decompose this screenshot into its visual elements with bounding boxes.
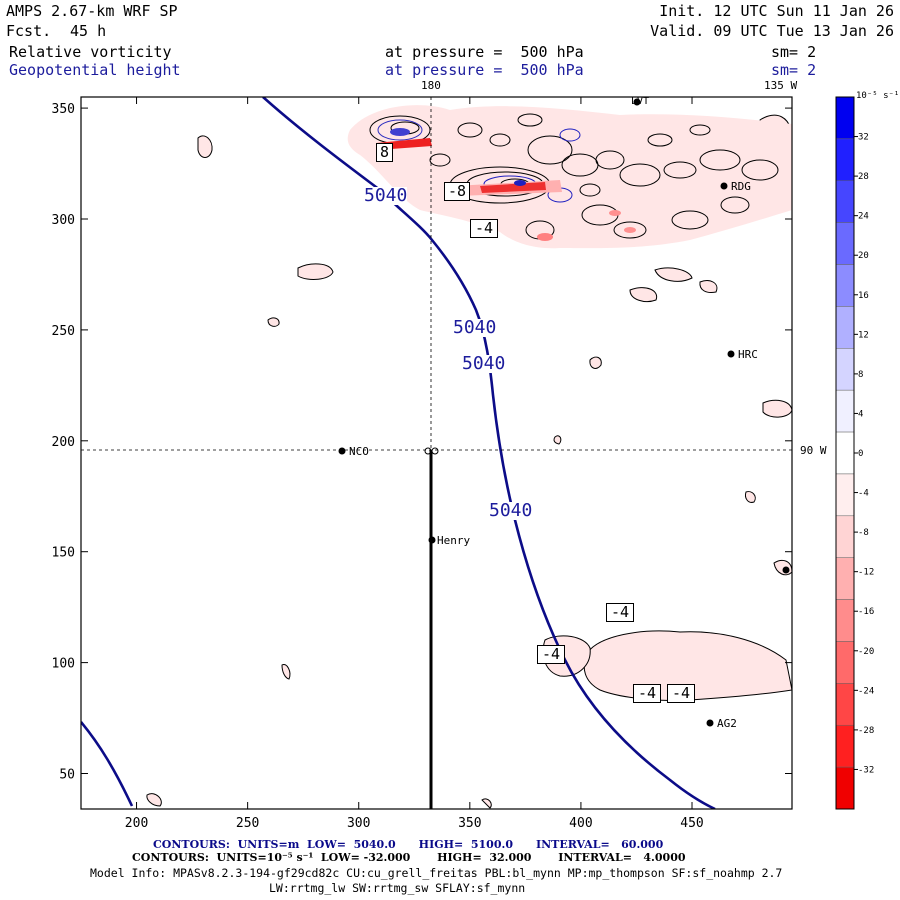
- meridian-label-90w: 90 W: [800, 444, 827, 457]
- init-time: Init. 12 UTC Sun 11 Jan 26: [659, 2, 894, 20]
- colorbar-unit: 10⁻⁵ s⁻¹: [856, 91, 900, 101]
- vorticity-label: 8: [376, 143, 394, 162]
- model-title: AMPS 2.67-km WRF SP: [6, 2, 178, 20]
- colorbar-tick-label: -4: [858, 489, 869, 499]
- forecast-label: Fcst.: [6, 22, 52, 40]
- station-label-lvt: LVT: [631, 96, 650, 107]
- colorbar-swatch: [835, 557, 855, 600]
- footer-height-contours-label: CONTOURS:: [153, 838, 230, 851]
- x-tick-label: 450: [680, 816, 703, 831]
- vorticity-label: -4: [537, 645, 566, 664]
- height-label-5040: 5040: [364, 185, 408, 206]
- colorbar-swatch: [835, 515, 855, 558]
- footer-vorticity-contours: CONTOURS: UNITS=10⁻⁵ s⁻¹ LOW= -32.000 HI…: [132, 851, 686, 864]
- y-tick-label: 350: [52, 102, 75, 117]
- footer-model-info: Model Info: MPASv8.2.3-194-gf29cd82c CU:…: [90, 866, 783, 880]
- height-label-5040: 5040: [489, 500, 533, 521]
- x-tick-label: 350: [458, 816, 481, 831]
- colorbar-swatch: [835, 683, 855, 726]
- colorbar-tick-label: -28: [858, 726, 874, 736]
- y-tick-label: 300: [52, 213, 75, 228]
- field2-name: Geopotential height: [9, 61, 181, 79]
- colorbar-swatch: [835, 306, 855, 349]
- colorbar-swatch: [835, 138, 855, 182]
- colorbar-swatch: [835, 389, 855, 433]
- y-tick-label: 200: [52, 435, 75, 450]
- colorbar-tick-label: -12: [858, 568, 874, 578]
- station-label-rdg: RDG: [731, 180, 751, 193]
- colorbar-swatch: [835, 641, 855, 684]
- colorbar-tick-label: 12: [858, 330, 869, 340]
- vorticity-label: -4: [667, 684, 696, 703]
- field1-smoothing: sm= 2: [771, 43, 817, 61]
- x-tick-label: 200: [125, 816, 148, 831]
- colorbar-swatch: [835, 724, 855, 768]
- station-label-hrc: HRC: [738, 348, 758, 361]
- y-tick-label: 50: [59, 768, 75, 783]
- cross-section-marker: [431, 447, 439, 455]
- y-tick-label: 100: [52, 657, 75, 672]
- field2-pressure: at pressure = 500 hPa: [385, 61, 584, 79]
- colorbar-tick-label: 8: [858, 370, 863, 380]
- valid-time: Valid. 09 UTC Tue 13 Jan 26: [650, 22, 894, 40]
- meridian-label-135w: 135 W: [764, 79, 798, 92]
- colorbar-swatch: [835, 599, 855, 642]
- colorbar-swatch: [835, 766, 855, 810]
- footer-height-units: UNITS=m: [237, 838, 300, 851]
- plot-frame: [80, 96, 793, 810]
- colorbar-tick-label: -32: [858, 765, 874, 775]
- colorbar-tick-label: 24: [858, 212, 869, 222]
- colorbar-tick-label: -8: [858, 528, 869, 538]
- colorbar-swatch: [835, 431, 855, 475]
- field1-name: Relative vorticity: [9, 43, 172, 61]
- vorticity-label: -8: [444, 182, 471, 201]
- station-label-ag2: AG2: [717, 717, 737, 730]
- height-label-5040: 5040: [453, 317, 497, 338]
- colorbar-swatch: [835, 348, 855, 391]
- colorbar-swatch: [835, 96, 855, 140]
- footer-height-high: HIGH= 5100.0: [418, 838, 513, 851]
- colorbar-tick-label: -24: [858, 686, 874, 696]
- forecast-hour: 45 h: [70, 22, 107, 40]
- footer-height-contours: CONTOURS: UNITS=m LOW= 5040.0 HIGH= 5100…: [153, 838, 663, 851]
- footer-height-low: LOW= 5040.0: [307, 838, 396, 851]
- vorticity-cluster: [347, 105, 792, 249]
- y-tick-label: 150: [52, 546, 75, 561]
- cross-section-marker: [424, 447, 432, 455]
- vorticity-label: -4: [633, 684, 662, 703]
- field1-pressure: at pressure = 500 hPa: [385, 43, 584, 61]
- colorbar-tick-label: -20: [858, 647, 874, 657]
- colorbar-tick-label: 20: [858, 251, 869, 261]
- x-tick-label: 300: [347, 816, 370, 831]
- footer-model-info-2: LW:rrtmg_lw SW:rrtmg_sw SFLAY:sf_mynn: [269, 881, 526, 895]
- colorbar-swatch: [835, 473, 855, 517]
- meridian-label-180: 180: [421, 79, 441, 92]
- x-tick-label: 400: [569, 816, 592, 831]
- axes: 200 250 300 350 400 450 350 300 250 200 150 100 50: [52, 97, 792, 831]
- colorbar-swatch: [835, 180, 855, 223]
- footer-height-interval: INTERVAL= 60.000: [535, 838, 664, 851]
- y-tick-label: 250: [52, 324, 75, 339]
- colorbar-tick-label: 4: [858, 409, 863, 419]
- colorbar-swatch: [835, 264, 855, 307]
- colorbar-tick-label: 0: [858, 449, 863, 459]
- colorbar-swatch: [835, 222, 855, 265]
- vorticity-label: -4: [606, 603, 635, 622]
- height-label-5040: 5040: [462, 353, 506, 374]
- colorbar-tick-label: 32: [858, 133, 869, 143]
- field2-smoothing: sm= 2: [771, 61, 817, 79]
- colorbar: 32 28 24 20 16 12 8 4 0 -4 -8 -12 -16 -20 -24 -28 -32: [835, 96, 874, 810]
- station-label-henry: Henry: [437, 534, 471, 547]
- x-tick-label: 250: [236, 816, 259, 831]
- colorbar-tick-label: 28: [858, 172, 869, 182]
- colorbar-tick-label: -16: [858, 607, 874, 617]
- colorbar-tick-label: 16: [858, 291, 869, 301]
- station-markers: [338, 98, 790, 727]
- vorticity-label: -4: [470, 219, 499, 238]
- station-label-nco: NCO: [349, 445, 369, 458]
